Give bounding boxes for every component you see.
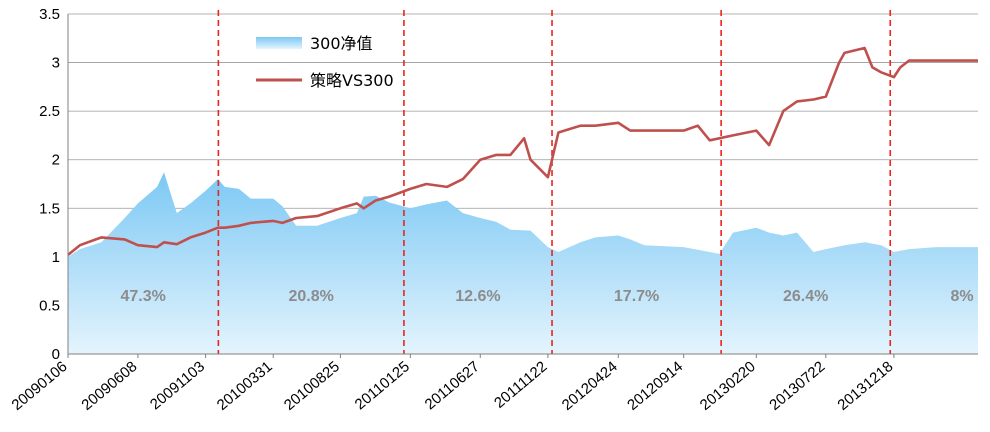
x-tick-label: 20100825 <box>281 358 343 414</box>
legend-label-line: 策略VS300 <box>310 71 394 90</box>
y-tick-label: 0 <box>52 346 60 363</box>
series-area-layer <box>68 172 978 354</box>
x-tick-label: 20100331 <box>214 358 276 414</box>
x-tick-labels: 20090106 20090608 20091103 20100331 20100825… <box>9 354 896 414</box>
x-tick-label: 20111122 <box>491 358 550 412</box>
x-tick-label: 20120424 <box>559 358 621 414</box>
y-tick-labels: 0 0.5 1 1.5 2 2.5 3 3.5 <box>39 6 60 363</box>
x-tick-label: 20091103 <box>147 358 208 413</box>
x-tick-label: 20090106 <box>9 358 71 414</box>
x-tick-label: 20110125 <box>352 358 413 413</box>
y-tick-label: 3 <box>52 55 60 72</box>
y-tick-label: 2 <box>52 152 60 169</box>
period-return-label: 12.6% <box>455 288 500 305</box>
y-tick-label: 1.5 <box>39 200 60 217</box>
x-tick-label: 20130722 <box>766 358 828 414</box>
period-return-label: 20.8% <box>288 288 333 305</box>
x-tick-label: 20110627 <box>422 358 483 413</box>
y-tick-label: 1 <box>52 249 60 266</box>
period-return-label: 17.7% <box>614 288 659 305</box>
y-tick-label: 2.5 <box>39 103 60 120</box>
period-dividers <box>217 10 892 354</box>
x-tick-label: 20130220 <box>697 358 759 414</box>
x-tick-label: 20120914 <box>624 358 686 414</box>
series-line-strategy <box>67 46 978 256</box>
x-tick-label: 20090608 <box>78 358 140 414</box>
series-line-layer <box>67 46 978 256</box>
period-labels: 47.3% 20.8% 12.6% 17.7% 26.4% 8% <box>120 288 973 305</box>
x-tick-label: 20131218 <box>834 358 896 414</box>
legend: 300净值 策略VS300 <box>256 34 394 90</box>
axes <box>67 14 978 355</box>
period-return-label: 26.4% <box>783 288 828 305</box>
y-tick-label: 3.5 <box>39 6 60 23</box>
legend-swatch-area <box>256 37 302 49</box>
period-return-label: 47.3% <box>120 288 165 305</box>
y-tick-label: 0.5 <box>39 297 60 314</box>
legend-label-area: 300净值 <box>310 34 373 53</box>
period-return-label: 8% <box>950 288 973 305</box>
series-area-300 <box>68 172 978 354</box>
